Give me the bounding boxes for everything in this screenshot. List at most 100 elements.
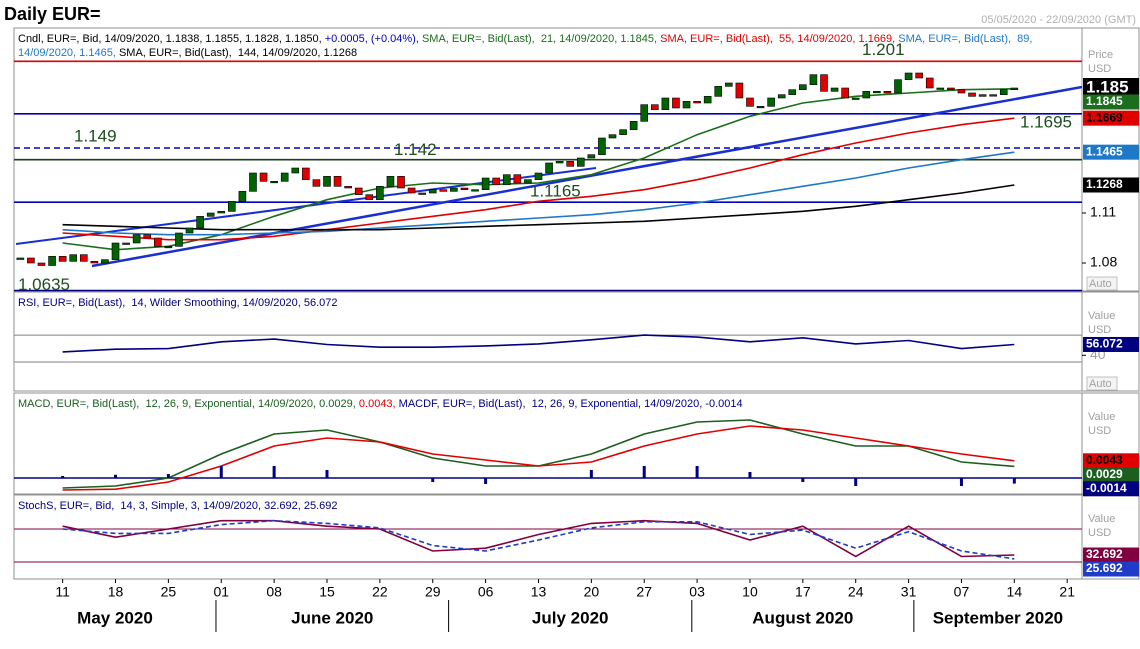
candle [312, 179, 321, 187]
axis-caption: Price [1088, 49, 1113, 61]
axis-caption: Value [1088, 513, 1115, 525]
level-label: 1.1695 [1020, 112, 1072, 131]
candle [439, 189, 448, 192]
candle [576, 157, 585, 167]
candle [851, 97, 860, 100]
axis-caption: Value [1088, 411, 1115, 423]
x-tick-label: 03 [689, 584, 705, 600]
histogram-bar [61, 476, 65, 478]
candle [957, 89, 966, 94]
candle [799, 84, 807, 90]
histogram-bar [114, 474, 118, 478]
x-tick-label: 18 [108, 584, 124, 600]
legend-entry: StochS, EUR=, Bid, 14, 3, Simple, 3, 14/… [18, 500, 338, 512]
candle [376, 186, 384, 200]
candle [302, 167, 310, 180]
value-box [1083, 336, 1139, 352]
legend-entry: RSI, EUR=, Bid(Last), 14, Wilder Smoothi… [18, 297, 337, 309]
legend-entry: 14/09/2020, 1.1465, [18, 47, 119, 59]
histogram-bar [431, 478, 435, 482]
candle [703, 96, 712, 104]
candle [185, 227, 194, 234]
candle [344, 186, 352, 189]
x-tick-label: 15 [319, 584, 335, 600]
histogram-bar [166, 474, 170, 478]
level-label: 1.201 [862, 40, 905, 59]
value-box [1083, 110, 1139, 126]
candle [725, 82, 733, 87]
candle [143, 234, 152, 239]
panel-legend: Cndl, EUR=, Bid, 14/09/2020, 1.1838, 1.1… [18, 33, 1032, 45]
level-label: 1.0635 [18, 275, 70, 294]
candle [407, 187, 416, 194]
candle [735, 82, 744, 99]
trend-line [91, 85, 1083, 268]
histogram-bar [959, 478, 963, 486]
level-label: 1.1165 [530, 182, 581, 201]
value-label: -0.0014 [1086, 481, 1127, 495]
candle [175, 232, 183, 247]
value-label: 1.1465 [1086, 144, 1123, 158]
candle [629, 121, 638, 130]
legend-entry: SMA, EUR=, Bid(Last), 21, 14/09/2020, 1.… [422, 33, 660, 45]
histogram-bar [272, 466, 276, 478]
auto-label: Auto [1089, 378, 1112, 390]
value-box [1083, 177, 1139, 193]
candle [894, 79, 902, 94]
candle [270, 181, 278, 184]
axis-caption: USD [1088, 425, 1111, 437]
level-label: 1.149 [74, 126, 117, 145]
candle [534, 172, 543, 180]
candle [809, 74, 818, 85]
date-range: 05/05/2020 - 22/09/2020 (GMT) [981, 14, 1136, 26]
candle [640, 104, 649, 122]
x-tick-label: 31 [901, 584, 917, 600]
auto-button [1086, 276, 1118, 291]
candle [915, 72, 923, 79]
candle [693, 101, 701, 104]
panel-legend: StochS, EUR=, Bid, 14, 3, Simple, 3, 14/… [18, 500, 338, 512]
y-tick-label: 1.08 [1090, 254, 1117, 270]
histogram-bar [801, 478, 805, 482]
x-tick-label: 08 [266, 584, 282, 600]
value-box [1083, 94, 1139, 110]
candle [291, 167, 300, 174]
candle [883, 91, 892, 94]
indicator-line [62, 519, 1015, 560]
candle [111, 242, 120, 260]
histogram-bar [589, 470, 593, 478]
candle [925, 77, 934, 89]
legend-entry: Cndl, EUR=, Bid, 14/09/2020, 1.1838, 1.1… [18, 33, 325, 45]
month-label: May 2020 [77, 608, 153, 627]
candle [767, 97, 775, 107]
indicator-line [62, 519, 1015, 558]
x-tick-label: 22 [372, 584, 388, 600]
histogram-bar [378, 478, 382, 479]
candle [386, 176, 395, 187]
x-tick-label: 10 [742, 584, 758, 600]
candle [259, 172, 268, 182]
candle [989, 94, 997, 97]
axis-caption: USD [1088, 324, 1111, 336]
candle [873, 91, 881, 94]
candle [238, 191, 247, 202]
candle [460, 187, 469, 190]
indicator-line [62, 334, 1015, 353]
value-box [1083, 78, 1139, 98]
candle [746, 97, 754, 107]
candle [471, 189, 479, 192]
level-label: 1.142 [394, 140, 437, 159]
candle [661, 97, 670, 110]
x-tick-label: 13 [531, 584, 547, 600]
histogram-bar [854, 478, 858, 486]
candle [206, 212, 215, 217]
candle [566, 161, 575, 167]
candle [418, 192, 426, 195]
x-tick-label: 01 [213, 584, 229, 600]
candle [820, 74, 828, 92]
candle [90, 261, 99, 264]
x-tick-label: 25 [161, 584, 177, 600]
candle [397, 176, 405, 189]
candle [101, 259, 109, 264]
